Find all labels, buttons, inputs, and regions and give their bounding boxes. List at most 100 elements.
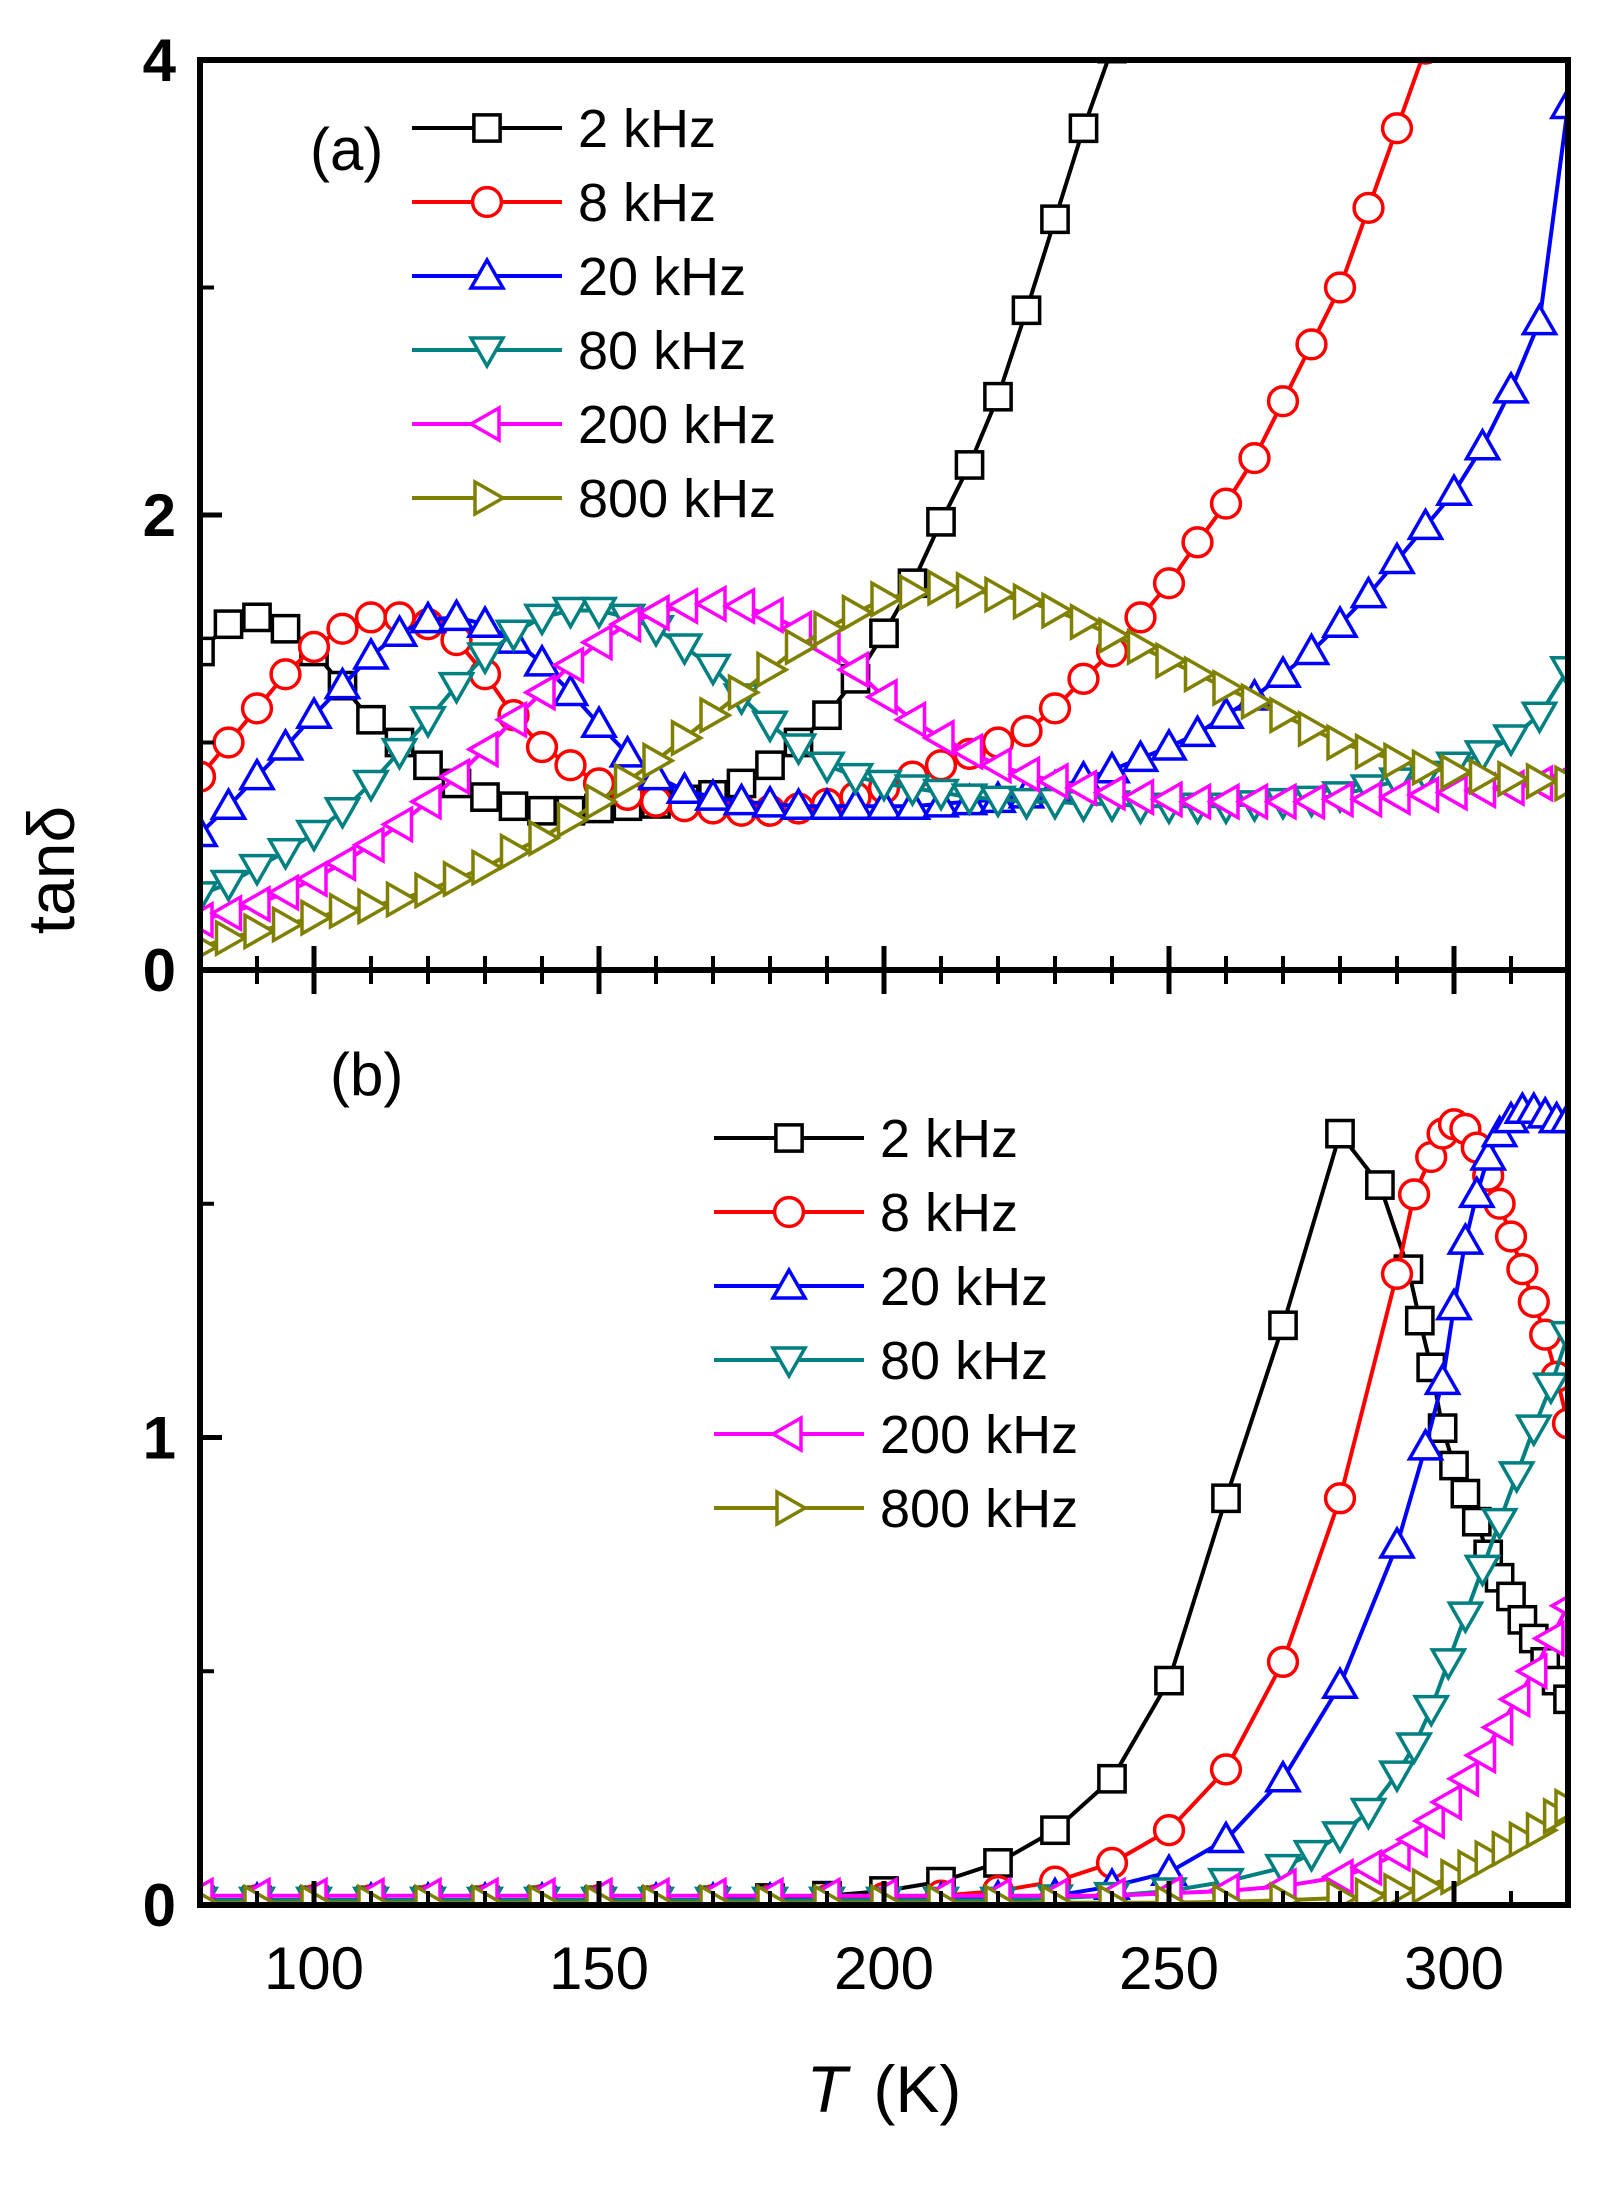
x-axis-title: T (K) — [807, 2052, 962, 2126]
data-point-8-khz — [1209, 487, 1243, 520]
data-point-8-khz — [1209, 1753, 1243, 1786]
data-point-200-khz — [1149, 780, 1183, 819]
data-point-80-khz — [237, 853, 277, 888]
data-point-20-khz — [1406, 1427, 1445, 1461]
data-point-800-khz — [499, 832, 534, 871]
data-point-8-khz — [1380, 1257, 1414, 1291]
data-point-200-khz — [322, 844, 357, 883]
y-tick-label: 1 — [143, 1405, 176, 1472]
data-point-20-khz — [693, 777, 733, 811]
data-point-800-khz — [1098, 616, 1132, 655]
legend-marker — [769, 1266, 809, 1300]
data-point-200-khz — [1377, 778, 1411, 817]
data-point-800-khz — [670, 718, 705, 757]
data-point-80-khz — [1480, 1507, 1519, 1542]
data-point-20-khz — [1446, 1221, 1485, 1255]
data-point-80-khz — [1263, 1853, 1303, 1888]
data-point-80-khz — [380, 737, 419, 772]
data-point-2-khz — [926, 506, 956, 537]
data-point-800-khz — [1411, 748, 1446, 787]
data-point-800-khz — [357, 887, 391, 926]
data-point-800-khz — [813, 609, 847, 648]
data-point-20-khz — [351, 636, 391, 670]
legend-label: 80 kHz — [578, 321, 746, 381]
data-point-800-khz — [955, 571, 990, 610]
data-point-8-khz — [1517, 1285, 1550, 1319]
data-point-20-khz — [1178, 713, 1217, 748]
x-tick-label: 200 — [834, 1935, 934, 2002]
data-point-800-khz — [613, 762, 648, 801]
data-point-20-khz — [551, 672, 590, 707]
data-point-80-khz — [807, 751, 847, 785]
legend-label: 2 kHz — [578, 99, 716, 159]
data-point-800-khz — [1012, 582, 1047, 621]
data-point-200-khz — [864, 677, 898, 717]
data-point-800-khz — [1041, 591, 1075, 630]
legend-entry-20-khz: 20 kHz — [412, 247, 746, 307]
data-point-8-khz — [297, 630, 331, 664]
legend-marker — [472, 113, 502, 143]
data-point-8-khz — [1067, 662, 1100, 695]
data-point-2-khz — [755, 750, 785, 781]
data-point-2-khz — [1154, 1665, 1184, 1696]
data-point-20-khz — [608, 734, 647, 768]
data-point-200-khz — [1320, 1857, 1354, 1896]
panel-a-series — [200, 60, 1568, 959]
data-point-2-khz — [1450, 1478, 1481, 1509]
data-point-20-khz — [465, 604, 505, 638]
data-point-2-khz — [1097, 1763, 1127, 1794]
data-point-20-khz — [1548, 85, 1568, 120]
data-point-800-khz — [1525, 1811, 1560, 1850]
data-point-200-khz — [579, 623, 613, 662]
data-point-20-khz — [380, 613, 419, 648]
data-point-8-khz — [1323, 271, 1357, 304]
data-point-80-khz — [779, 733, 818, 767]
legend-label: 2 kHz — [880, 1109, 1018, 1169]
data-point-800-khz — [243, 912, 277, 951]
data-point-200-khz — [1348, 1848, 1383, 1887]
data-point-20-khz — [750, 784, 790, 818]
legend-entry-80-khz: 80 kHz — [714, 1331, 1048, 1391]
data-point-2-khz — [1040, 204, 1070, 235]
data-point-200-khz — [750, 596, 784, 635]
data-point-200-khz — [664, 586, 699, 626]
data-point-8-khz — [1323, 1482, 1357, 1515]
panel-b: 0 1 100 150 200 250 300 (b) 2 kHz 8 kHz 20 kHz 80… — [143, 967, 1571, 2002]
data-point-2-khz — [1068, 113, 1099, 144]
data-point-200-khz — [949, 732, 984, 771]
data-point-20-khz — [864, 786, 904, 820]
panel-a-ticks: 0 2 4 — [143, 27, 1513, 1004]
series-line-200-khz — [200, 1604, 1568, 1898]
data-point-2-khz — [1325, 1118, 1355, 1149]
data-point-200-khz — [493, 700, 528, 739]
data-point-80-khz — [1446, 1601, 1485, 1635]
legend-entry-20-khz: 20 kHz — [714, 1257, 1048, 1317]
data-point-20-khz — [1377, 540, 1417, 575]
data-point-20-khz — [1520, 302, 1559, 336]
data-point-2-khz — [413, 750, 443, 781]
data-point-20-khz — [1434, 472, 1474, 506]
x-tick-label: 150 — [549, 1935, 649, 2002]
data-point-80-khz — [1548, 1320, 1568, 1355]
data-point-2-khz — [954, 450, 985, 480]
data-point-800-khz — [984, 575, 1018, 614]
data-point-80-khz — [1349, 1797, 1388, 1832]
data-point-80-khz — [1412, 1694, 1451, 1729]
data-point-200-khz — [1445, 1759, 1480, 1798]
y-tick-label: 0 — [143, 1872, 176, 1939]
legend-marker — [467, 404, 501, 444]
data-point-2-khz — [1268, 1310, 1298, 1341]
data-point-2-khz — [213, 609, 244, 640]
data-point-2-khz — [1439, 1450, 1469, 1481]
data-point-800-khz — [1297, 709, 1332, 748]
data-point-200-khz — [1394, 1820, 1428, 1859]
data-point-80-khz — [750, 710, 790, 744]
series-800-khz-a — [200, 568, 1568, 959]
data-point-20-khz — [522, 643, 562, 677]
data-point-80-khz — [1520, 701, 1559, 735]
legend-entry-200-khz: 200 kHz — [412, 395, 776, 455]
data-point-8-khz — [639, 785, 673, 818]
data-point-20-khz — [266, 727, 305, 761]
legend-label: 20 kHz — [578, 247, 746, 307]
data-point-800-khz — [898, 573, 933, 612]
